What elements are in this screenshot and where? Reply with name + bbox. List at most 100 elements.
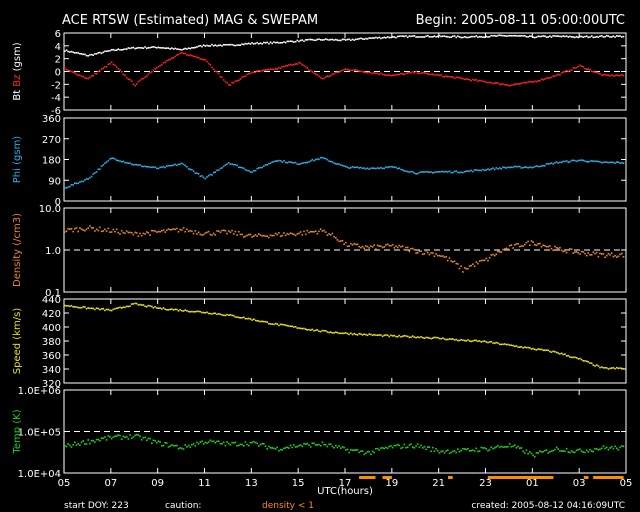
- data-point: [249, 171, 252, 173]
- data-point: [432, 446, 434, 449]
- data-point: [371, 334, 374, 337]
- data-point: [505, 343, 508, 346]
- data-point: [80, 180, 83, 183]
- data-point: [503, 248, 506, 250]
- data-point: [341, 332, 344, 335]
- data-point: [256, 235, 258, 237]
- data-point: [447, 75, 449, 78]
- data-point: [540, 165, 543, 167]
- y-axis-label: Phi (gsm): [12, 136, 23, 184]
- data-point: [401, 245, 404, 247]
- data-point: [490, 340, 493, 343]
- data-point: [335, 331, 337, 333]
- data-point: [105, 65, 108, 68]
- data-point: [167, 446, 170, 448]
- data-point: [264, 445, 267, 447]
- data-point: [202, 176, 205, 179]
- data-point: [169, 164, 171, 167]
- data-point: [167, 47, 170, 49]
- data-point: [343, 68, 345, 71]
- data-point: [124, 436, 126, 438]
- data-point: [214, 442, 217, 444]
- data-point: [505, 167, 508, 169]
- data-point: [621, 367, 623, 370]
- data-point: [273, 323, 275, 326]
- data-point: [159, 47, 161, 49]
- data-point: [79, 181, 81, 183]
- data-point: [485, 169, 488, 171]
- data-point: [65, 187, 68, 189]
- data-point: [616, 366, 618, 369]
- data-point: [149, 305, 151, 307]
- data-point: [338, 240, 340, 243]
- data-point: [146, 47, 148, 50]
- data-point: [289, 63, 292, 66]
- data-point: [465, 448, 467, 451]
- data-point: [554, 350, 556, 353]
- data-point: [249, 441, 252, 444]
- data-point: [298, 61, 300, 64]
- data-point: [485, 448, 488, 450]
- data-point: [455, 76, 457, 79]
- data-point: [448, 75, 451, 78]
- data-point: [343, 165, 345, 167]
- data-point: [457, 35, 459, 37]
- data-point: [547, 77, 549, 79]
- data-point: [204, 45, 207, 47]
- data-point: [589, 68, 591, 71]
- data-point: [166, 47, 168, 49]
- data-point: [365, 168, 367, 170]
- data-point: [329, 443, 332, 445]
- data-point: [398, 334, 401, 337]
- data-point: [149, 166, 151, 169]
- data-point: [243, 43, 245, 46]
- data-point: [243, 445, 245, 447]
- data-point: [114, 64, 116, 67]
- data-point: [147, 304, 150, 307]
- data-point: [534, 348, 536, 351]
- data-point: [269, 447, 272, 449]
- data-point: [564, 353, 566, 355]
- data-point: [453, 77, 456, 80]
- data-point: [507, 84, 509, 86]
- data-point: [555, 74, 558, 77]
- caution-bar: [382, 476, 392, 479]
- data-point: [269, 323, 272, 325]
- data-point: [77, 230, 79, 233]
- data-point: [453, 35, 456, 37]
- data-point: [132, 164, 135, 166]
- data-point: [335, 444, 337, 447]
- data-point: [403, 73, 406, 76]
- data-point: [127, 78, 130, 81]
- data-point: [363, 167, 365, 169]
- data-point: [524, 346, 526, 348]
- data-point: [415, 252, 417, 254]
- data-point: [542, 349, 544, 352]
- data-point: [316, 232, 319, 235]
- data-point: [259, 42, 262, 44]
- data-point: [120, 438, 123, 440]
- data-point: [65, 445, 68, 448]
- data-point: [226, 43, 228, 46]
- data-point: [569, 451, 571, 454]
- data-point: [328, 160, 330, 162]
- data-point: [493, 168, 496, 171]
- data-point: [381, 167, 384, 170]
- y-tick-label: 0: [55, 197, 61, 208]
- data-point: [74, 306, 76, 308]
- data-point: [308, 328, 310, 331]
- data-point: [303, 327, 305, 330]
- data-point: [550, 450, 553, 452]
- data-point: [102, 308, 105, 310]
- data-point: [109, 309, 111, 312]
- data-point: [503, 446, 506, 448]
- data-point: [585, 360, 588, 363]
- data-point: [550, 162, 553, 164]
- y-tick-label: 1.0E+05: [18, 428, 61, 439]
- data-point: [582, 66, 585, 68]
- data-point: [517, 35, 519, 37]
- data-point: [396, 246, 399, 249]
- data-point: [304, 65, 307, 68]
- data-point: [241, 317, 243, 319]
- data-point: [443, 338, 446, 340]
